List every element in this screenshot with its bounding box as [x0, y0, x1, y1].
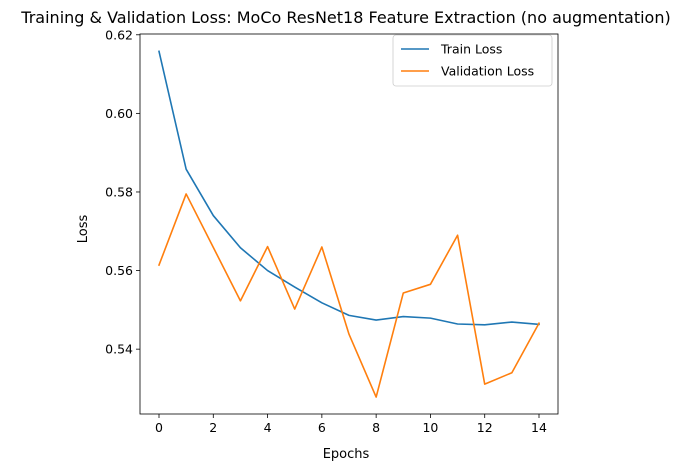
x-axis-label: Epochs	[323, 447, 370, 462]
x-tick-label: 2	[209, 420, 217, 435]
x-tick-label: 14	[531, 420, 547, 435]
x-tick-label: 0	[155, 420, 163, 435]
series-lines	[157, 50, 541, 398]
series-line-validation-loss	[157, 193, 541, 398]
legend-box	[392, 34, 553, 87]
legend-label-train-loss: Train Loss	[440, 42, 502, 57]
legend-label-validation-loss: Validation Loss	[441, 64, 534, 79]
plot-area	[139, 33, 559, 415]
y-tick-label: 0.58	[105, 184, 133, 199]
x-tick-label: 10	[422, 420, 438, 435]
y-tick-label: 0.62	[105, 27, 133, 42]
x-tick-label: 6	[318, 420, 326, 435]
x-axis-ticks: 0 2 4 6 8 10 12 14	[155, 414, 547, 435]
y-tick-label: 0.56	[105, 263, 133, 278]
y-tick-label: 0.54	[105, 342, 133, 357]
series-line-train-loss	[158, 50, 540, 326]
x-tick-label: 8	[372, 420, 380, 435]
legend: Train Loss Validation Loss	[392, 34, 553, 87]
y-axis-label: Loss	[76, 215, 91, 244]
x-tick-label: 12	[477, 420, 493, 435]
chart-title: Training & Validation Loss: MoCo ResNet1…	[20, 8, 670, 27]
x-tick-label: 4	[264, 420, 272, 435]
y-axis-ticks: 0.54 0.56 0.58 0.60 0.62	[105, 27, 140, 357]
plot-frame	[139, 33, 559, 415]
y-tick-label: 0.60	[105, 106, 133, 121]
